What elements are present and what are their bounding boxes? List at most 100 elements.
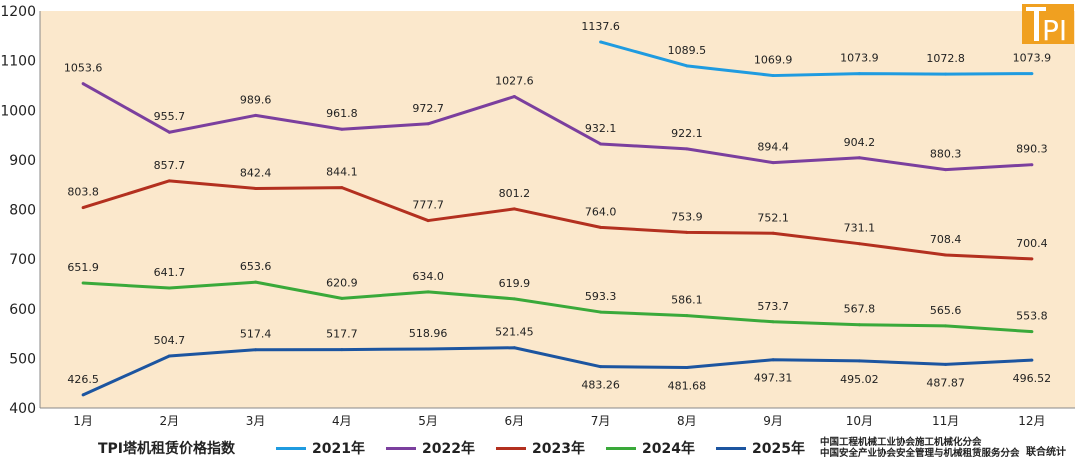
data-label: 653.6 xyxy=(240,260,272,273)
data-point xyxy=(254,186,258,190)
data-label: 972.7 xyxy=(412,102,444,115)
legend-item-2023: 2023年 xyxy=(496,438,585,458)
data-point xyxy=(426,122,430,126)
data-point xyxy=(512,207,516,211)
x-tick-label: 3月 xyxy=(246,414,266,428)
data-label: 1089.5 xyxy=(668,44,707,57)
data-point xyxy=(599,225,603,229)
org-line-1: 中国工程机械工业协会施工机械化分会 xyxy=(820,437,982,448)
x-tick-label: 8月 xyxy=(677,414,697,428)
data-label: 752.1 xyxy=(757,211,789,224)
data-point xyxy=(771,161,775,165)
data-label: 961.8 xyxy=(326,107,358,120)
plot-area xyxy=(40,11,1075,408)
data-label: 708.4 xyxy=(930,233,962,246)
data-point xyxy=(81,393,85,397)
x-tick-label: 7月 xyxy=(591,414,611,428)
joint-stats-label: 联合统计 xyxy=(1026,447,1066,458)
data-point xyxy=(771,358,775,362)
data-label: 553.8 xyxy=(1016,310,1048,323)
data-label: 565.6 xyxy=(930,304,962,317)
data-label: 593.3 xyxy=(585,290,617,303)
data-label: 567.8 xyxy=(844,303,876,316)
data-point xyxy=(254,348,258,352)
data-label: 504.7 xyxy=(154,334,186,347)
data-point xyxy=(857,242,861,246)
data-label: 1027.6 xyxy=(495,75,534,88)
legend-label: 2023年 xyxy=(532,441,585,457)
data-point xyxy=(599,142,603,146)
series-line-2022年 xyxy=(82,82,1032,172)
data-point xyxy=(512,346,516,350)
svg-text:PI: PI xyxy=(1042,14,1067,44)
legend-item-2025: 2025年 xyxy=(716,438,805,458)
data-point xyxy=(685,314,689,318)
legend-item-2021: 2021年 xyxy=(276,438,365,458)
y-tick-label: 400 xyxy=(9,401,36,417)
y-tick-label: 1100 xyxy=(0,54,36,70)
data-point xyxy=(340,296,344,300)
data-label: 844.1 xyxy=(326,166,358,179)
legend-label: 2025年 xyxy=(752,441,805,457)
series-line-2025年 xyxy=(82,346,1032,397)
legend-swatch xyxy=(276,446,306,450)
data-label: 481.68 xyxy=(668,379,707,392)
data-point xyxy=(340,348,344,352)
data-point xyxy=(857,359,861,363)
data-point xyxy=(1030,163,1034,167)
y-tick-label: 700 xyxy=(9,252,36,268)
data-point xyxy=(857,72,861,76)
x-tick-label: 4月 xyxy=(332,414,352,428)
data-label: 932.1 xyxy=(585,122,617,135)
data-label: 495.02 xyxy=(840,373,879,386)
data-label: 880.3 xyxy=(930,148,962,161)
data-point xyxy=(81,206,85,210)
data-label: 764.0 xyxy=(585,205,617,218)
x-tick-label: 12月 xyxy=(1018,414,1045,428)
legend-label: 2022年 xyxy=(422,441,475,457)
data-label: 651.9 xyxy=(67,261,99,274)
data-label: 634.0 xyxy=(412,270,444,283)
data-label: 857.7 xyxy=(154,159,186,172)
data-point xyxy=(1030,330,1034,334)
data-point xyxy=(944,324,948,328)
data-point xyxy=(944,168,948,172)
data-point xyxy=(426,347,430,351)
y-tick-label: 500 xyxy=(9,351,36,367)
data-point xyxy=(599,365,603,369)
legend-label: 2021年 xyxy=(312,441,365,457)
data-point xyxy=(771,74,775,78)
series-line-2021年 xyxy=(600,40,1032,78)
data-label: 517.7 xyxy=(326,328,358,341)
data-label: 1069.9 xyxy=(754,54,793,67)
data-label: 1073.9 xyxy=(1013,52,1052,65)
data-point xyxy=(944,72,948,76)
chart-title: TPI塔机租赁价格指数 xyxy=(98,441,236,457)
data-point xyxy=(254,280,258,284)
data-label: 573.7 xyxy=(757,300,789,313)
data-point xyxy=(944,253,948,257)
data-point xyxy=(857,156,861,160)
legend-item-2022: 2022年 xyxy=(386,438,475,458)
y-tick-label: 800 xyxy=(9,203,36,219)
x-tick-label: 9月 xyxy=(763,414,783,428)
organizations: 中国工程机械工业协会施工机械化分会 中国安全产业协会安全管理与机械租赁服务分会 xyxy=(820,437,1020,459)
legend-swatch xyxy=(386,446,416,450)
data-label: 517.4 xyxy=(240,328,272,341)
data-label: 1072.8 xyxy=(926,52,965,65)
x-tick-label: 6月 xyxy=(505,414,525,428)
legend-swatch xyxy=(716,446,746,450)
data-point xyxy=(512,95,516,99)
legend: TPI塔机租赁价格指数 2021年 2022年 2023年 2024年 2025… xyxy=(0,438,1080,460)
data-point xyxy=(1030,358,1034,362)
data-point xyxy=(944,362,948,366)
data-point xyxy=(685,64,689,68)
data-point xyxy=(599,310,603,314)
data-label: 1137.6 xyxy=(581,20,620,33)
data-label: 521.45 xyxy=(495,326,534,339)
data-point xyxy=(340,186,344,190)
data-label: 731.1 xyxy=(844,222,876,235)
data-point xyxy=(857,323,861,327)
data-label: 955.7 xyxy=(154,110,186,123)
data-label: 426.5 xyxy=(67,373,99,386)
